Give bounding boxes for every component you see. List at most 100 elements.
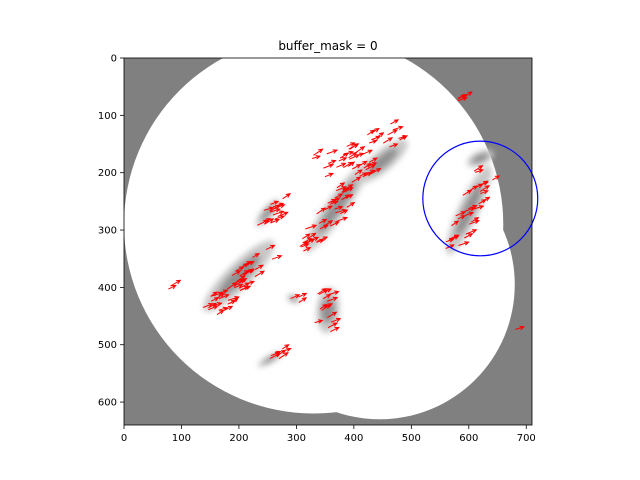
motion-arrow — [389, 143, 399, 148]
motion-arrow — [240, 263, 250, 269]
motion-arrow — [327, 322, 339, 329]
motion-arrow — [465, 211, 475, 216]
motion-arrow — [234, 283, 244, 289]
motion-arrow — [316, 236, 329, 243]
motion-arrow — [365, 164, 376, 171]
motion-arrow — [329, 200, 339, 205]
motion-arrow — [387, 129, 399, 136]
motion-arrow — [327, 311, 338, 319]
motion-arrow — [321, 304, 331, 311]
motion-arrow — [208, 302, 218, 309]
motion-arrow — [230, 297, 239, 304]
motion-arrow — [218, 306, 229, 311]
motion-arrow — [272, 210, 285, 216]
motion-vectors — [168, 91, 526, 360]
motion-arrow — [318, 218, 328, 224]
motion-arrow — [277, 211, 289, 217]
motion-arrow — [263, 206, 275, 211]
motion-arrow — [368, 139, 378, 144]
motion-arrow — [298, 292, 308, 298]
y-tick-label: 400 — [98, 283, 117, 294]
motion-arrow — [323, 163, 335, 169]
motion-arrow — [324, 205, 334, 210]
motion-arrow — [252, 252, 261, 258]
motion-arrow — [231, 270, 242, 276]
motion-arrow — [275, 215, 286, 220]
motion-arrow — [349, 154, 361, 160]
motion-arrow — [319, 224, 329, 230]
x-tick-label: 200 — [229, 433, 248, 444]
motion-arrow — [265, 244, 276, 251]
motion-arrow — [262, 217, 271, 223]
motion-arrow — [464, 233, 474, 239]
motion-arrow — [355, 146, 366, 154]
motion-arrow — [342, 187, 354, 193]
motion-arrow — [317, 288, 327, 295]
y-tick-label: 200 — [98, 168, 117, 179]
motion-arrow — [243, 268, 255, 276]
motion-arrow — [465, 229, 478, 235]
y-tick-label: 300 — [98, 226, 117, 237]
motion-arrow — [382, 137, 394, 144]
motion-arrow — [310, 236, 320, 242]
motion-arrow — [270, 218, 281, 224]
x-tick-label: 0 — [121, 433, 127, 444]
motion-arrow — [345, 194, 354, 199]
motion-arrow — [362, 149, 374, 155]
motion-arrow — [239, 282, 251, 289]
motion-arrow — [473, 205, 485, 210]
motion-arrow — [282, 344, 290, 350]
motion-arrow — [281, 347, 292, 352]
motion-arrow — [392, 125, 404, 131]
motion-arrow — [303, 247, 312, 252]
motion-arrow — [314, 319, 324, 324]
motion-arrow — [269, 208, 281, 213]
motion-arrow — [224, 305, 234, 311]
motion-arrow — [371, 127, 380, 134]
motion-arrow — [464, 91, 473, 98]
motion-arrow — [390, 119, 400, 125]
echo-core — [367, 148, 398, 175]
x-tick-label: 100 — [172, 433, 191, 444]
motion-arrow — [334, 205, 344, 210]
motion-arrow — [298, 297, 308, 304]
motion-arrow — [457, 94, 467, 100]
motion-arrow — [168, 284, 177, 290]
x-tick-label: 400 — [344, 433, 363, 444]
x-tick-label: 500 — [402, 433, 421, 444]
motion-arrow — [327, 199, 337, 204]
motion-arrow — [492, 175, 501, 181]
motion-arrow — [270, 200, 280, 205]
motion-arrow — [354, 169, 363, 176]
motion-arrow — [216, 309, 225, 316]
radar-coverage — [244, 149, 515, 420]
motion-arrow — [264, 218, 275, 225]
motion-arrow — [475, 168, 484, 174]
motion-arrow — [232, 278, 245, 285]
motion-arrow — [458, 241, 470, 246]
motion-arrow — [336, 186, 347, 192]
y-tick-label: 600 — [98, 398, 117, 409]
motion-arrow — [329, 221, 340, 227]
motion-arrow — [211, 291, 224, 297]
motion-arrow — [219, 289, 229, 294]
motion-arrow — [470, 216, 480, 223]
motion-arrow — [235, 266, 245, 272]
highlight-circle — [422, 140, 539, 257]
motion-arrow — [347, 161, 356, 167]
motion-arrow — [305, 224, 318, 230]
motion-arrow — [339, 152, 350, 159]
motion-arrow — [269, 353, 282, 359]
motion-arrow — [302, 233, 311, 240]
motion-arrow — [272, 202, 285, 208]
motion-arrow — [371, 135, 381, 141]
motion-arrow — [319, 303, 328, 310]
motion-arrow — [312, 155, 322, 160]
motion-arrow — [448, 234, 460, 240]
motion-arrow — [329, 290, 340, 295]
motion-arrow — [469, 219, 480, 225]
chart-title: buffer_mask = 0 — [278, 39, 377, 53]
motion-arrow — [336, 216, 349, 222]
motion-arrow — [338, 157, 348, 162]
